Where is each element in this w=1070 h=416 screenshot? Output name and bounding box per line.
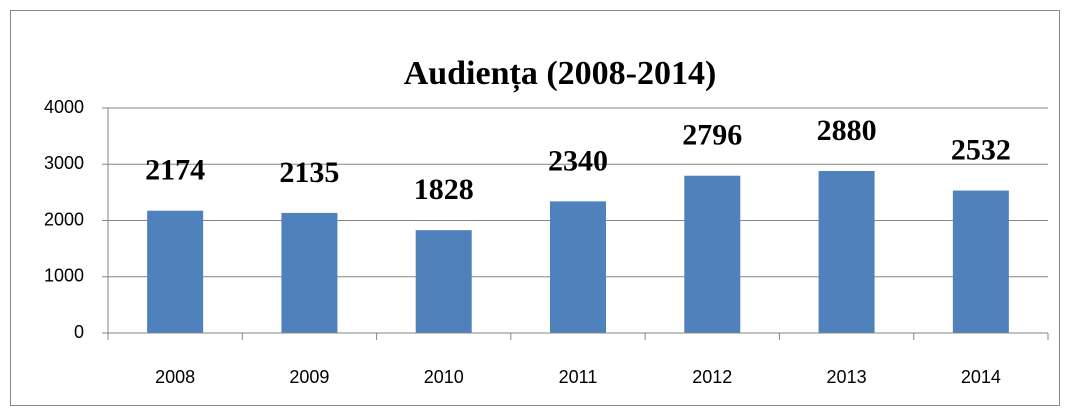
x-tick-label: 2011	[559, 367, 598, 387]
bar	[684, 175, 741, 333]
y-tick-label: 1000	[44, 266, 84, 286]
data-label: 2880	[817, 114, 877, 147]
data-label: 2174	[145, 154, 205, 187]
data-label: 2340	[548, 144, 608, 177]
y-tick-label: 0	[74, 322, 84, 342]
bar	[818, 171, 875, 333]
x-tick-label: 2014	[961, 367, 1001, 387]
bar	[415, 230, 472, 333]
bar	[147, 210, 204, 333]
chart-title: Audiența (2008-2014)	[404, 55, 717, 93]
chart-frame	[10, 10, 1060, 406]
bar	[550, 201, 606, 333]
x-tick-label: 2009	[289, 367, 329, 387]
data-label: 2135	[279, 156, 339, 189]
data-label: 2796	[682, 119, 742, 152]
x-tick-label: 2012	[692, 367, 732, 387]
x-tick-label: 2008	[155, 367, 195, 387]
data-label: 1828	[414, 173, 474, 206]
y-tick-label: 4000	[44, 97, 84, 117]
x-tick-label: 2010	[424, 367, 464, 387]
bar	[952, 190, 1009, 333]
x-tick-label: 2013	[827, 367, 867, 387]
y-tick-label: 2000	[44, 209, 84, 229]
data-label: 2532	[951, 133, 1011, 166]
bar	[281, 212, 338, 333]
y-tick-label: 3000	[44, 153, 84, 173]
